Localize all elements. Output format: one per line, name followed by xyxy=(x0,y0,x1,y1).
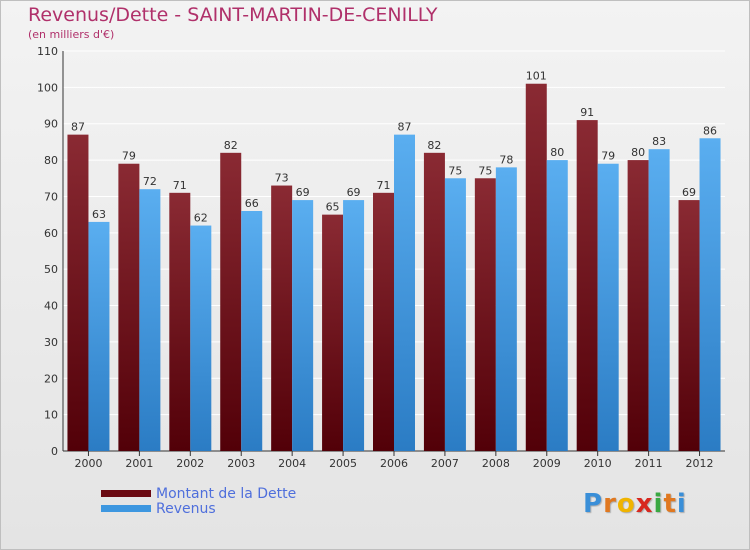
bars xyxy=(67,83,721,452)
bar-revenus xyxy=(546,160,568,451)
data-label: 79 xyxy=(122,150,136,163)
bar-revenus xyxy=(648,149,670,451)
y-tick-label: 110 xyxy=(37,45,58,58)
bar-dette xyxy=(322,214,344,451)
bar-revenus xyxy=(190,225,212,451)
logo-letter: r xyxy=(603,489,617,519)
x-tick-label: 2008 xyxy=(482,457,510,470)
y-tick-label: 100 xyxy=(37,81,58,94)
y-tick-label: 0 xyxy=(51,445,58,458)
data-label: 66 xyxy=(245,197,259,210)
x-tick-label: 2003 xyxy=(227,457,255,470)
bar-dette xyxy=(525,83,547,452)
y-tick-label: 50 xyxy=(44,263,58,276)
logo-letter: P xyxy=(583,489,604,519)
bar-revenus xyxy=(699,138,721,452)
data-label: 65 xyxy=(326,201,340,214)
bar-revenus xyxy=(292,200,314,451)
bar-dette xyxy=(67,134,89,452)
data-label: 82 xyxy=(427,139,441,152)
bar-revenus xyxy=(444,178,466,452)
data-label: 80 xyxy=(550,146,564,159)
data-label: 62 xyxy=(194,212,208,225)
data-label: 79 xyxy=(601,150,615,163)
data-label: 69 xyxy=(347,186,361,199)
proxiti-logo: Proxiti xyxy=(583,489,687,519)
y-tick-label: 70 xyxy=(44,190,58,203)
x-tick-label: 2005 xyxy=(329,457,357,470)
data-label: 69 xyxy=(682,186,696,199)
bar-revenus xyxy=(241,211,263,451)
bar-revenus xyxy=(597,163,619,451)
data-label: 101 xyxy=(526,70,547,83)
chart-subtitle: (en milliers d'€) xyxy=(28,28,115,41)
logo-letter: i xyxy=(653,489,664,519)
logo-letter: o xyxy=(616,489,636,519)
bar-dette xyxy=(474,178,496,452)
data-label: 69 xyxy=(296,186,310,199)
x-tick-label: 2011 xyxy=(635,457,663,470)
data-label: 91 xyxy=(580,106,594,119)
data-label: 71 xyxy=(377,179,391,192)
y-tick-label: 30 xyxy=(44,336,58,349)
x-tick-label: 2009 xyxy=(533,457,561,470)
y-tick-label: 90 xyxy=(44,118,58,131)
chart-title: Revenus/Dette - SAINT-MARTIN-DE-CENILLY xyxy=(28,4,438,26)
x-tick-label: 2004 xyxy=(278,457,306,470)
data-label: 73 xyxy=(275,172,289,185)
data-label: 63 xyxy=(92,208,106,221)
bar-dette xyxy=(271,185,293,451)
data-label: 83 xyxy=(652,135,666,148)
bar-dette xyxy=(373,192,394,451)
x-tick-label: 2000 xyxy=(74,457,102,470)
data-label: 75 xyxy=(478,164,492,177)
data-label: 87 xyxy=(398,121,412,134)
legend-swatch-dette xyxy=(101,490,151,497)
data-label: 87 xyxy=(71,121,85,134)
y-tick-label: 40 xyxy=(44,300,58,313)
bar-dette xyxy=(169,192,191,451)
data-label: 75 xyxy=(448,164,462,177)
bar-revenus xyxy=(139,189,161,451)
data-label: 71 xyxy=(173,179,187,192)
x-tick-label: 2007 xyxy=(431,457,459,470)
y-tick-label: 80 xyxy=(44,154,58,167)
bar-dette xyxy=(220,152,242,451)
legend-label-dette: Montant de la Dette xyxy=(156,486,297,502)
bar-dette xyxy=(576,120,598,451)
data-label: 80 xyxy=(631,146,645,159)
bar-dette xyxy=(118,163,140,451)
logo-letter: t xyxy=(663,489,677,519)
y-tick-label: 60 xyxy=(44,227,58,240)
data-label: 78 xyxy=(499,153,513,166)
data-label: 86 xyxy=(703,124,717,137)
legend-label-revenus: Revenus xyxy=(156,501,216,517)
logo-letter: x xyxy=(635,489,654,519)
bar-revenus xyxy=(88,221,110,451)
logo-letter: i xyxy=(676,489,687,519)
legend-swatch-revenus xyxy=(101,505,151,512)
labels: 0 10 20 30 40 50 60 70 80 90 100 110 2000 87 63 2001 79 7… xyxy=(37,45,717,470)
bar-dette xyxy=(678,200,700,451)
bar-revenus xyxy=(394,134,415,452)
y-tick-label: 10 xyxy=(44,409,58,422)
x-tick-label: 2010 xyxy=(584,457,612,470)
x-tick-label: 2012 xyxy=(686,457,714,470)
data-label: 72 xyxy=(143,175,157,188)
bar-dette xyxy=(627,160,649,451)
x-tick-label: 2001 xyxy=(125,457,153,470)
data-label: 82 xyxy=(224,139,238,152)
y-tick-label: 20 xyxy=(44,372,58,385)
bar-revenus xyxy=(495,167,517,451)
x-tick-label: 2006 xyxy=(380,457,408,470)
bar-revenus xyxy=(343,200,365,451)
bar-dette xyxy=(423,152,445,451)
x-tick-label: 2002 xyxy=(176,457,204,470)
